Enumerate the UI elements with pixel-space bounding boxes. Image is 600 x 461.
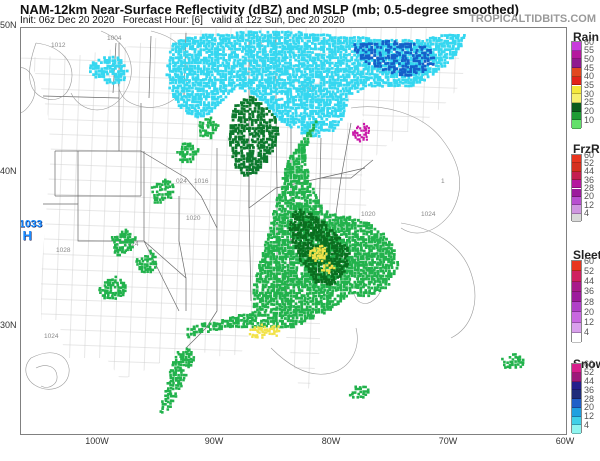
svg-text:1024: 1024 bbox=[421, 211, 436, 218]
svg-text:1028: 1028 bbox=[56, 247, 71, 254]
svg-text:1012: 1012 bbox=[51, 42, 66, 49]
svg-text:1024: 1024 bbox=[44, 333, 59, 340]
svg-text:1016: 1016 bbox=[194, 178, 209, 185]
svg-text:1020: 1020 bbox=[361, 211, 376, 218]
svg-text:1004: 1004 bbox=[107, 35, 122, 42]
svg-text:H: H bbox=[23, 228, 32, 243]
svg-text:1020: 1020 bbox=[186, 215, 201, 222]
